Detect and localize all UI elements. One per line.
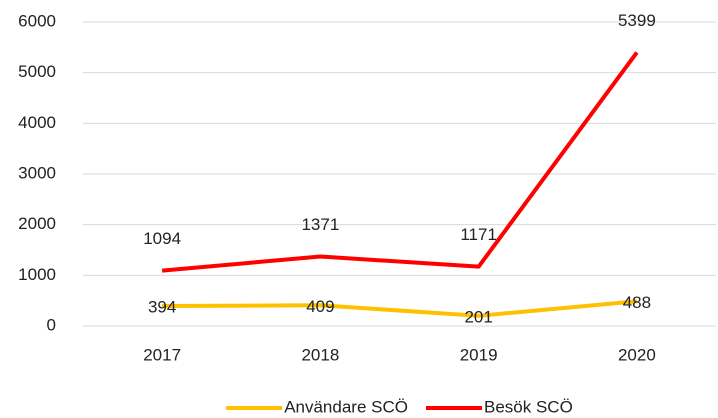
y-tick-label: 1000 — [18, 265, 56, 284]
y-tick-label: 0 — [47, 315, 56, 334]
data-label: 1094 — [143, 229, 181, 248]
y-tick-label: 2000 — [18, 214, 56, 233]
data-label: 5399 — [618, 11, 656, 30]
legend-label: Användare SCÖ — [284, 397, 408, 416]
legend-label: Besök SCÖ — [484, 397, 573, 416]
data-label: 394 — [148, 298, 176, 317]
y-tick-label: 5000 — [18, 62, 56, 81]
data-label: 201 — [464, 307, 492, 326]
series-line — [162, 299, 638, 318]
y-tick-label: 6000 — [18, 11, 56, 30]
x-tick-label: 2017 — [143, 345, 181, 364]
x-tick-label: 2020 — [618, 345, 656, 364]
x-tick-label: 2019 — [460, 345, 498, 364]
data-label: 1371 — [301, 215, 339, 234]
data-label: 409 — [306, 297, 334, 316]
x-tick-label: 2018 — [301, 345, 339, 364]
data-label: 488 — [623, 293, 651, 312]
data-label: 1171 — [460, 225, 497, 244]
y-tick-label: 4000 — [18, 113, 56, 132]
series-line — [161, 51, 639, 273]
y-tick-label: 3000 — [18, 163, 56, 182]
